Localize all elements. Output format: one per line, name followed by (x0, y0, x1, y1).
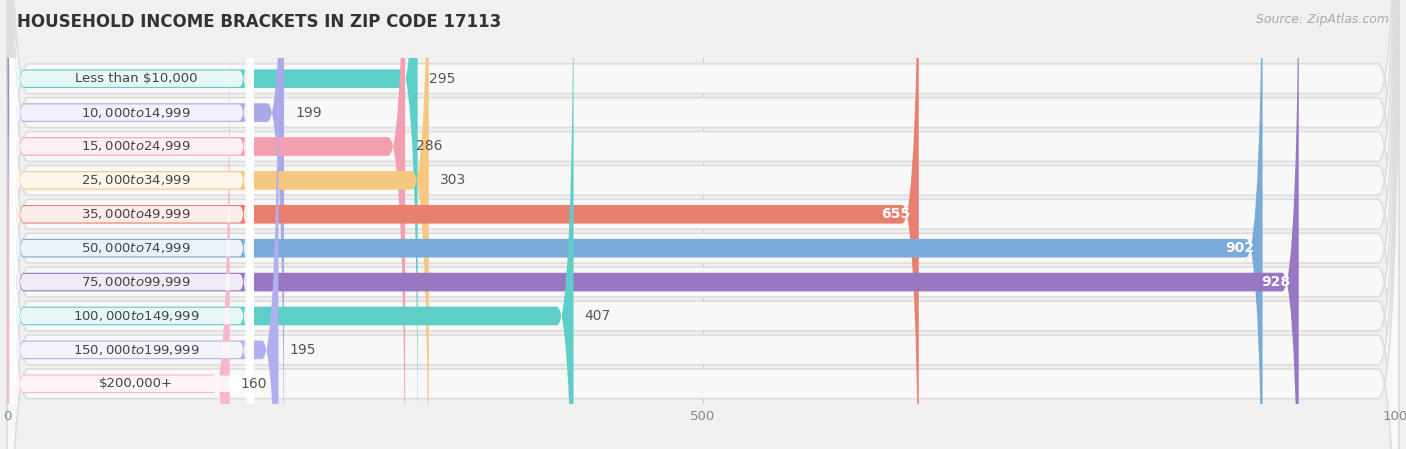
FancyBboxPatch shape (7, 0, 1399, 449)
FancyBboxPatch shape (10, 0, 253, 449)
FancyBboxPatch shape (7, 0, 1399, 449)
FancyBboxPatch shape (10, 0, 253, 449)
Text: 286: 286 (416, 140, 443, 154)
FancyBboxPatch shape (7, 0, 429, 449)
Text: $150,000 to $199,999: $150,000 to $199,999 (73, 343, 200, 357)
FancyBboxPatch shape (10, 53, 253, 449)
FancyBboxPatch shape (7, 0, 1399, 449)
FancyBboxPatch shape (7, 0, 1399, 449)
FancyBboxPatch shape (7, 0, 229, 449)
Text: 295: 295 (429, 72, 456, 86)
Text: $75,000 to $99,999: $75,000 to $99,999 (82, 275, 191, 289)
FancyBboxPatch shape (7, 0, 574, 449)
Text: 303: 303 (440, 173, 467, 187)
FancyBboxPatch shape (7, 0, 1399, 449)
Text: 902: 902 (1225, 241, 1254, 255)
FancyBboxPatch shape (10, 0, 253, 443)
FancyBboxPatch shape (10, 0, 253, 449)
FancyBboxPatch shape (10, 0, 253, 449)
Text: 928: 928 (1261, 275, 1291, 289)
Text: Source: ZipAtlas.com: Source: ZipAtlas.com (1256, 13, 1389, 26)
FancyBboxPatch shape (7, 0, 418, 449)
Text: 199: 199 (295, 106, 322, 119)
Text: Less than $10,000: Less than $10,000 (75, 72, 197, 85)
FancyBboxPatch shape (7, 0, 1399, 449)
FancyBboxPatch shape (7, 0, 1399, 449)
FancyBboxPatch shape (7, 0, 405, 449)
FancyBboxPatch shape (7, 0, 1399, 449)
FancyBboxPatch shape (10, 0, 253, 409)
Text: $50,000 to $74,999: $50,000 to $74,999 (82, 241, 191, 255)
FancyBboxPatch shape (7, 0, 284, 449)
Text: 160: 160 (240, 377, 267, 391)
Text: $200,000+: $200,000+ (98, 377, 173, 390)
FancyBboxPatch shape (10, 19, 253, 449)
FancyBboxPatch shape (7, 0, 918, 449)
Text: $10,000 to $14,999: $10,000 to $14,999 (82, 106, 191, 119)
FancyBboxPatch shape (7, 0, 1399, 449)
FancyBboxPatch shape (7, 0, 1299, 449)
Text: HOUSEHOLD INCOME BRACKETS IN ZIP CODE 17113: HOUSEHOLD INCOME BRACKETS IN ZIP CODE 17… (17, 13, 501, 31)
Text: 655: 655 (882, 207, 911, 221)
FancyBboxPatch shape (7, 0, 278, 449)
Text: $25,000 to $34,999: $25,000 to $34,999 (82, 173, 191, 187)
Text: $15,000 to $24,999: $15,000 to $24,999 (82, 140, 191, 154)
Text: $100,000 to $149,999: $100,000 to $149,999 (73, 309, 200, 323)
Text: $35,000 to $49,999: $35,000 to $49,999 (82, 207, 191, 221)
FancyBboxPatch shape (10, 0, 253, 449)
Text: 195: 195 (290, 343, 316, 357)
FancyBboxPatch shape (7, 0, 1399, 449)
Text: 407: 407 (585, 309, 612, 323)
FancyBboxPatch shape (7, 0, 1263, 449)
FancyBboxPatch shape (10, 0, 253, 449)
